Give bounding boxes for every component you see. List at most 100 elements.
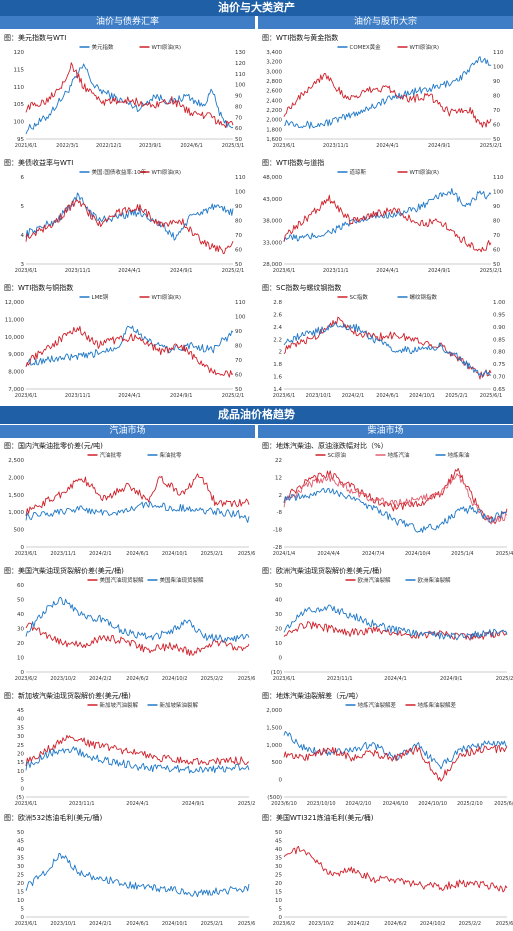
left-tick-label: 2,000 <box>8 475 24 481</box>
left-tick-label: 1.6 <box>273 375 282 381</box>
legend-label: 柴油批零 <box>160 451 183 459</box>
right-tick-label: 100 <box>493 65 504 71</box>
left-tick-label: 10 <box>17 898 24 904</box>
x-tick-label: 2025/1/4 <box>451 551 473 557</box>
right-tick-label: 90 <box>493 204 500 210</box>
series-line <box>283 72 492 128</box>
left-tick-label: 2.2 <box>273 337 282 343</box>
right-tick-label: 0.85 <box>493 337 506 343</box>
chart-svg: 45 40 35 30 25 20 15 10 5 0 (5)2023/6/1 2023/11/1 20… <box>15 701 255 807</box>
legend-label: 地炼汽油裂解差 <box>358 701 397 709</box>
left-tick-label: 25 <box>275 873 282 879</box>
left-tick-label: 1,000 <box>8 510 24 516</box>
chart-title: 图：美元指数与WTI <box>4 34 67 42</box>
x-tick-label: 2023/6/2 <box>15 676 37 682</box>
left-tick-label: 10 <box>275 898 282 904</box>
left-tick-label: 60 <box>17 583 24 589</box>
x-tick-label: 2025/6/2 <box>238 676 255 682</box>
left-tick-label: 3,000 <box>266 69 282 75</box>
chart-title: 图：地炼汽柴油裂解差（元/吨） <box>262 692 363 700</box>
series-line <box>283 194 492 253</box>
right-tick-label: 80 <box>493 219 500 225</box>
chart-c7: 图：国内汽柴油批零价差(元/吨) 2,500 2,000 1,500 1,000 500 0… <box>0 440 255 561</box>
series-line <box>25 199 234 254</box>
left-tick-label: 50 <box>17 830 24 836</box>
chart-c3: 图：美债收益率与WTI 6 5 4 3 110 100 90 80 70 60 50 2023/6/1 2… <box>0 157 255 278</box>
right-tick-label: 100 <box>235 83 246 89</box>
x-tick-label: 2025/6/1 <box>238 551 255 557</box>
chart-svg: 2,000 1,500 1,000 500 0 (500)2023/6/10 2023/10… <box>266 701 513 807</box>
legend-label: 欧洲汽油裂解 <box>358 576 392 584</box>
x-tick-label: 2024/9/1 <box>440 676 462 682</box>
section-title-products: 成品油价格趋势 <box>0 406 513 424</box>
left-tick-label: 2,000 <box>266 708 282 714</box>
chart-c12: 图：地炼汽柴油裂解差（元/吨） 2,000 1,500 1,000 500 0 (500) 2… <box>258 690 513 811</box>
left-tick-label: 28,000 <box>263 262 283 268</box>
chart-c13: 图：欧洲532炼油毛利(美元/桶) 50 45 40 35 30 25 20 15 10 5 0 202… <box>0 812 255 931</box>
x-tick-label: 2024/10/1 <box>409 393 435 399</box>
right-tick-label: 110 <box>235 72 246 78</box>
right-tick-label: 60 <box>235 248 242 254</box>
series-line <box>283 621 508 641</box>
chart-c10: 图：欧洲汽柴油现货裂解价差(美元/桶) 50 40 30 20 10 0 (10) 2023/6… <box>258 565 513 686</box>
chart-title: 图：欧洲汽柴油现货裂解价差(美元/桶) <box>262 567 382 575</box>
right-tick-label: 60 <box>235 373 242 379</box>
right-tick-label: 70 <box>235 233 242 239</box>
right-tick-label: 50 <box>235 137 242 143</box>
left-tick-label: 95 <box>17 137 24 143</box>
x-tick-label: 2024/6/2 <box>384 921 406 927</box>
left-tick-label: 48,000 <box>263 175 283 181</box>
chart-c4: 图：WTI指数与道指 48,000 43,000 38,000 33,000 28,000… <box>258 157 513 278</box>
x-tick-label: 2023/10/2 <box>50 676 76 682</box>
x-tick-label: 2025/2/1 <box>445 393 467 399</box>
left-tick-label: 30 <box>17 627 24 633</box>
chart-c14: 图：美国WTI321炼油毛利(美元/桶) 50 45 40 35 30 25 20 15 10 5 0… <box>258 812 513 931</box>
left-tick-label: -8 <box>277 510 283 516</box>
right-tick-label: 80 <box>235 219 242 225</box>
left-tick-label: 2,800 <box>266 79 282 85</box>
left-tick-label: 40 <box>17 612 24 618</box>
left-tick-label: 15 <box>17 760 24 766</box>
x-tick-label: 2025/2/2 <box>459 921 481 927</box>
x-tick-label: 2023/10/10 <box>307 801 336 807</box>
right-tick-label: 80 <box>493 94 500 100</box>
left-tick-label: 11,000 <box>5 317 25 323</box>
left-tick-label: (500) <box>267 795 282 801</box>
series-line <box>283 604 508 641</box>
right-tick-label: 100 <box>493 190 504 196</box>
left-tick-label: 40 <box>17 847 24 853</box>
series-line <box>283 468 508 525</box>
x-tick-label: 2024/9/1 <box>428 268 450 274</box>
left-tick-label: 4 <box>21 233 25 239</box>
x-tick-label: 2023/11/1 <box>65 393 91 399</box>
chart-svg: 6 5 4 3 110 100 90 80 70 60 50 2023/6/1 2023/11/1 202… <box>15 168 246 274</box>
x-tick-label: 2024/2/10 <box>346 801 372 807</box>
left-tick-label: 15 <box>17 890 24 896</box>
x-tick-label: 2024/6/1 <box>376 393 398 399</box>
x-tick-label: 2024/6/1 <box>126 551 148 557</box>
right-tick-label: 70 <box>235 358 242 364</box>
series-line <box>25 473 250 517</box>
legend-label: 地炼柴油 <box>448 451 471 459</box>
subtitle-gasoline: 汽油市场 <box>0 425 255 438</box>
x-tick-label: 2024/2/1 <box>342 393 364 399</box>
left-tick-label: 10 <box>17 656 24 662</box>
chart-svg: 48,000 43,000 38,000 33,000 28,000 110 100 90 80… <box>263 168 504 274</box>
legend-label: 螺纹钢指数 <box>410 293 438 301</box>
right-tick-label: 1.00 <box>493 300 506 306</box>
section-title-assets: 油价与大类资产 <box>0 0 513 16</box>
left-tick-label: 110 <box>14 85 25 91</box>
series-line <box>25 746 250 774</box>
chart-svg: 2.8 2.6 2.4 2.2 2 1.8 1.6 1.4 1.00 0.95 0.90 0.85 0.… <box>273 293 506 399</box>
left-tick-label: 40 <box>17 717 24 723</box>
x-tick-label: 2021/6/1 <box>15 143 37 149</box>
x-tick-label: 2025/6/1 <box>480 393 502 399</box>
legend-label: WTI原油(R) <box>410 168 440 176</box>
series-line <box>25 62 234 129</box>
x-tick-label: 2025/2/2 <box>201 676 223 682</box>
chart-title: 图：美国WTI321炼油毛利(美元/桶) <box>262 814 374 822</box>
x-tick-label: 2023/10/1 <box>306 393 332 399</box>
chart-title: 图：美国汽柴油现货裂解价差(美元/桶) <box>4 567 124 575</box>
